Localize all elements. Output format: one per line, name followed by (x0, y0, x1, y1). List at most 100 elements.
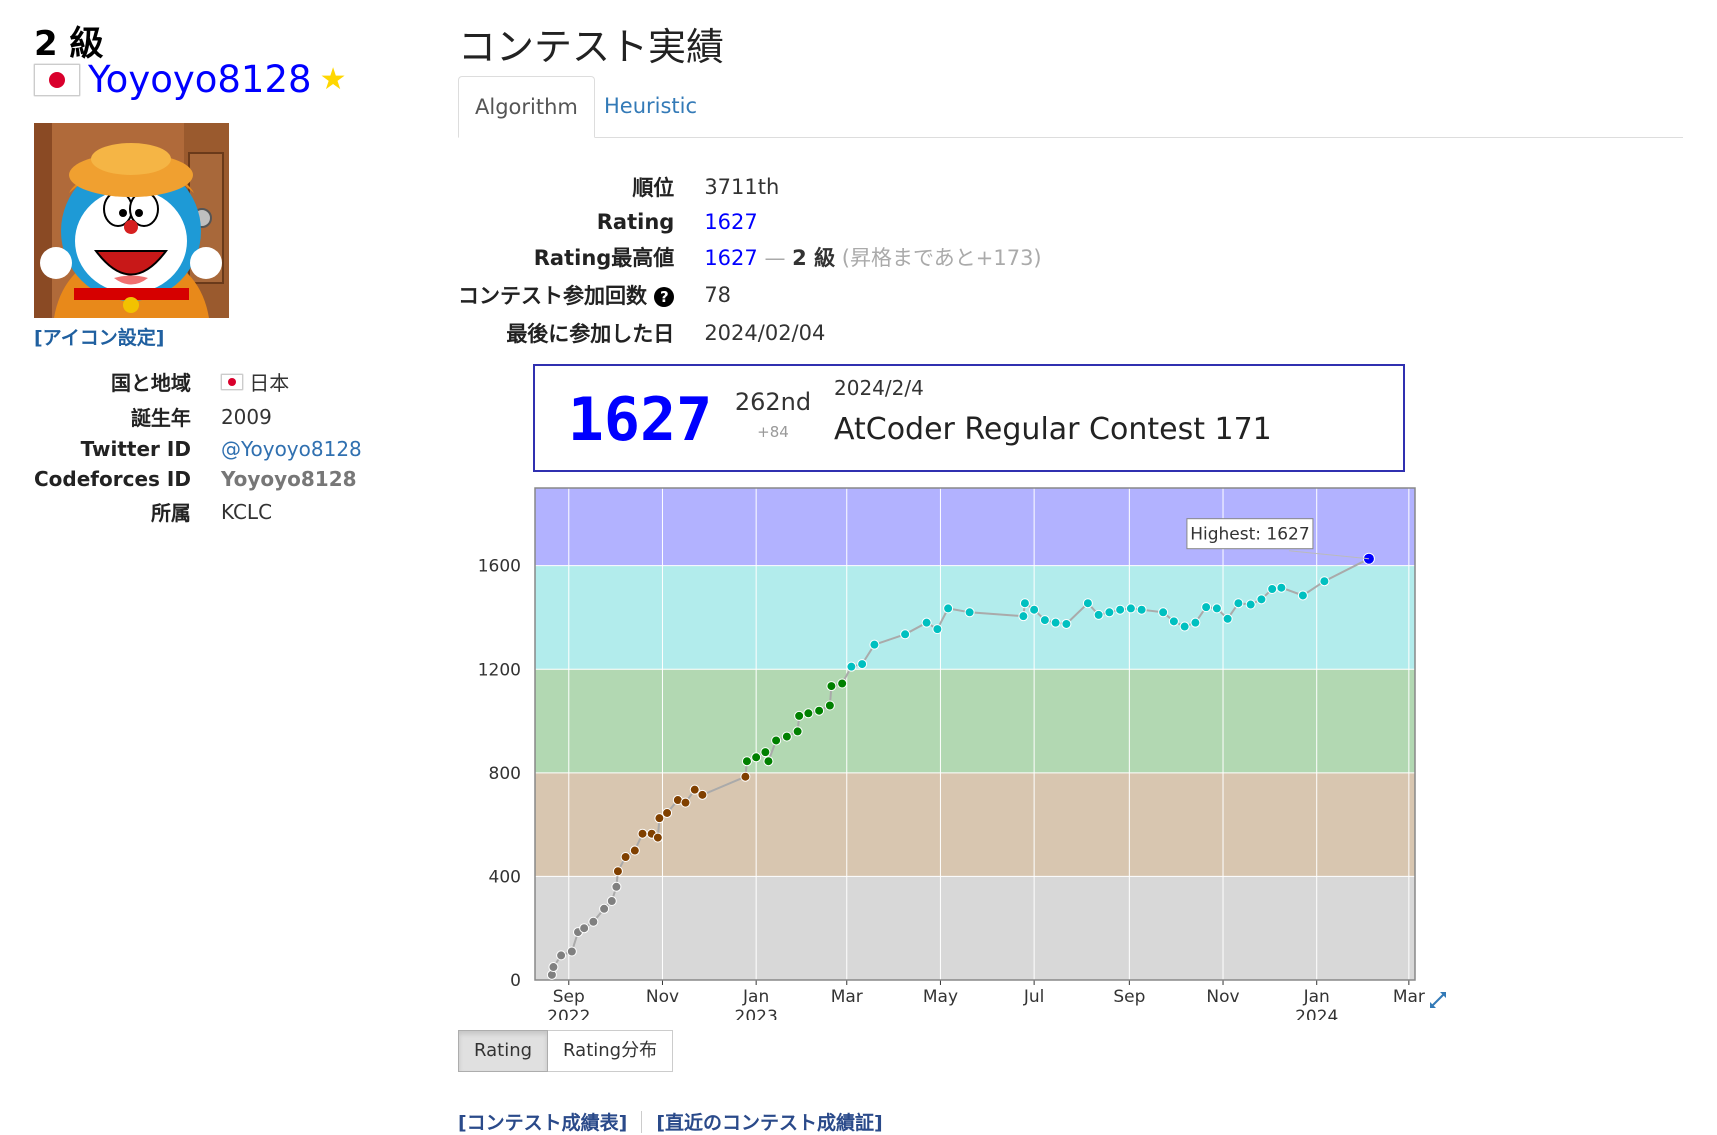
rating-point (652, 832, 663, 843)
rating-point (599, 903, 610, 914)
rating-point (1276, 582, 1287, 593)
rating-point (824, 700, 835, 711)
twitter-link[interactable]: @Yoyoyo8128 (220, 437, 362, 461)
info-label: 所属 (150, 501, 191, 525)
rating-point (869, 639, 880, 650)
tab-heuristic[interactable]: Heuristic (604, 94, 698, 118)
rating-point (1115, 604, 1126, 615)
x-tick-year: 2024 (1295, 1007, 1338, 1020)
y-tick-label: 400 (489, 867, 521, 887)
affiliation-value: KCLC (220, 499, 273, 524)
x-tick-label: Nov (1206, 987, 1239, 1007)
rating-button[interactable]: Rating (458, 1030, 549, 1072)
rating-point (1093, 609, 1104, 620)
x-tick-label: Mar (1393, 987, 1425, 1007)
rating-point (751, 752, 762, 763)
stats-label: Rating最高値 (533, 246, 675, 270)
recent-certificate-link[interactable]: [直近のコンテスト成績証] (656, 1112, 883, 1134)
x-tick-year: 2023 (735, 1007, 778, 1020)
rating-point (1136, 604, 1147, 615)
rating-point (1190, 617, 1201, 628)
rating-point (662, 807, 673, 818)
username-link[interactable]: Yoyoyo8128 (88, 58, 312, 101)
stats-label: 最後に参加した日 (506, 322, 675, 346)
rating-point (741, 756, 752, 767)
japan-flag-icon (220, 374, 243, 390)
user-info-table: 国と地域 日本 誕生年 2009 Twitter ID @Yoyoyo8128 … (34, 364, 362, 529)
rating-point (606, 896, 617, 907)
status-diff: +84 (757, 423, 789, 441)
help-icon[interactable]: ? (654, 287, 675, 307)
rating-point (556, 950, 567, 961)
rating-point (1233, 598, 1244, 609)
rating-point (566, 946, 577, 957)
expand-icon[interactable] (1430, 992, 1446, 1008)
status-place: 262nd (735, 388, 811, 416)
x-tick-label: Sep (1113, 987, 1145, 1007)
rating-point (846, 661, 857, 672)
rating-point (921, 617, 932, 628)
rating-point (1018, 611, 1029, 622)
info-row-birth: 誕生年 2009 (34, 399, 362, 434)
info-label: 国と地域 (110, 371, 191, 395)
country-value: 日本 (249, 371, 290, 395)
stats-row-highest: Rating最高値 1627 — 2 級 (昇格まであと+173) (458, 238, 1042, 276)
rating-point (612, 866, 623, 877)
contest-history-link[interactable]: [コンテスト成績表] (458, 1112, 628, 1134)
rating-band (535, 876, 1415, 980)
rating-point (1222, 613, 1233, 624)
rating-point (1201, 602, 1212, 613)
tab-algorithm[interactable]: Algorithm (458, 76, 595, 138)
highest-box (1186, 518, 1314, 550)
rating-point (697, 789, 708, 800)
rating-point (1019, 598, 1030, 609)
rating-point (837, 678, 848, 689)
rating-point (1297, 590, 1308, 601)
rating-point (857, 659, 868, 670)
icon-setting-link[interactable]: [アイコン設定] (34, 327, 165, 349)
rating-point (1211, 603, 1222, 614)
x-tick-label: Jan (742, 987, 769, 1007)
y-tick-label: 1600 (478, 557, 521, 577)
x-tick-label: Mar (831, 987, 863, 1007)
x-tick-label: May (923, 987, 958, 1007)
rating-point (637, 828, 648, 839)
info-label: 誕生年 (130, 406, 191, 430)
rating-point (943, 603, 954, 614)
rating-band (535, 565, 1415, 670)
highest-note: (昇格まであと+173) (841, 246, 1042, 270)
divider (641, 1110, 643, 1133)
rating-point (803, 708, 814, 719)
rating-point (1319, 576, 1330, 587)
rating-point (794, 710, 805, 721)
rating-band (535, 772, 1415, 877)
rating-point (781, 731, 792, 742)
rating-point (1039, 615, 1050, 626)
rating-point (588, 916, 599, 927)
rating-point (654, 813, 665, 824)
status-date: 2024/2/4 (834, 376, 924, 400)
info-label: Codeforces ID (34, 467, 191, 491)
rating-distribution-button[interactable]: Rating分布 (548, 1030, 674, 1072)
rating-band (535, 669, 1415, 773)
rating-point (680, 797, 691, 808)
status-rating: 1627 (568, 385, 713, 455)
rating-point (740, 771, 751, 782)
info-row-codeforces: Codeforces ID Yoyoyo8128 (34, 464, 362, 494)
highest-pointer (1288, 550, 1369, 560)
status-contest: AtCoder Regular Contest 171 (834, 412, 1272, 447)
doraemon-avatar-icon (34, 123, 229, 318)
info-row-twitter: Twitter ID @Yoyoyo8128 (34, 434, 362, 464)
y-tick-label: 1200 (478, 660, 521, 680)
rating-chart: 1627 262nd +84 2024/2/4 AtCoder Regular … (478, 364, 1446, 1020)
rating-point (763, 756, 774, 767)
x-tick-label: Jan (1303, 987, 1330, 1007)
rank-value: 3711th (704, 175, 780, 199)
stats-row-rank: 順位 3711th (458, 168, 1042, 206)
rating-value: 1627 (704, 210, 758, 234)
rating-point (771, 735, 782, 746)
rating-point (1168, 616, 1179, 627)
codeforces-link[interactable]: Yoyoyo8128 (220, 467, 357, 491)
rating-point (1267, 583, 1278, 594)
